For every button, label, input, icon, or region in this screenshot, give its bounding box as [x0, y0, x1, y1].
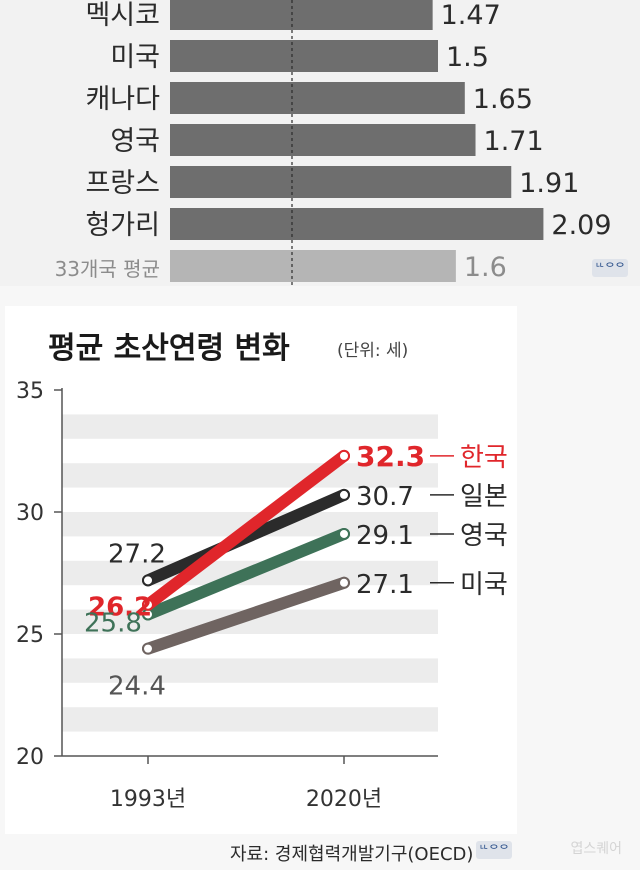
start-value-label: 26.2 [88, 593, 152, 623]
bar-category-label: 33개국 평균 [55, 257, 160, 281]
first-birth-age-chart-panel: 평균 초산연령 변화 (단위: 세) 20 25 30 35 1993년 2020년 2… [0, 286, 640, 870]
grid-stripe [62, 707, 438, 732]
data-point [338, 576, 350, 589]
bar-category-label: 프랑스 [85, 168, 160, 199]
y-tick-label: 20 [16, 745, 44, 770]
series-name-label: 영국 [460, 521, 508, 551]
bar-category-label: 캐나다 [85, 84, 160, 115]
bar-5 [170, 166, 512, 198]
bar-1 [170, 0, 433, 30]
series-line-미국 [142, 576, 350, 655]
chart-unit: (단위: 세) [337, 341, 408, 361]
end-value-label: 32.3 [356, 440, 425, 473]
chart-title: 평균 초산연령 변화 [48, 331, 290, 366]
bar-chart: 멕시코 1.47 미국 1.5 캐나다 1.65 영국 1.71 프랑스 1.91 헝가리 2.09 3… [55, 0, 612, 286]
bar-value-label: 1.5 [446, 42, 489, 73]
series-name-label: 일본 [460, 482, 508, 512]
bar-category-label: 멕시코 [85, 0, 160, 31]
series-line-한국 [142, 449, 350, 611]
data-point [142, 598, 154, 611]
x-tick-label: 2020년 [306, 787, 382, 812]
x-tick-label: 1993년 [110, 787, 186, 812]
data-point [338, 449, 350, 462]
grid-stripe [62, 463, 438, 488]
start-value-label: 27.2 [108, 539, 166, 569]
end-value-label: 29.1 [356, 521, 414, 551]
series-line-영국 [142, 527, 350, 621]
bar-4 [170, 124, 476, 156]
news-logo-icon: ᄔᄋᄋ [476, 841, 512, 859]
data-point [142, 642, 154, 655]
series-name-label: 미국 [460, 570, 508, 600]
series-name-label: 한국 [460, 443, 508, 473]
y-tick-label: 30 [16, 501, 44, 526]
y-tick-label: 35 [16, 379, 44, 404]
grid-stripe [62, 414, 438, 439]
bar-3 [170, 82, 465, 114]
bar-2 [170, 40, 438, 72]
data-point [338, 527, 350, 540]
grid-stripe [62, 658, 438, 683]
bar-value-label: 1.91 [519, 168, 579, 199]
news-logo-icon: ᄔᄋᄋ [592, 259, 628, 277]
bar-value-label: 1.65 [473, 84, 533, 115]
y-tick-label: 25 [16, 623, 44, 648]
bar-category-label: 미국 [110, 42, 160, 73]
watermark: 엽스퀘어 [570, 841, 622, 857]
bar-value-label: 1.71 [484, 126, 544, 157]
bar-category-label: 영국 [110, 126, 160, 157]
data-point [338, 488, 350, 501]
bar-category-label: 헝가리 [85, 210, 160, 241]
bar-value-label: 1.47 [441, 0, 501, 31]
source-note: 자료: 경제협력개발기구(OECD) [230, 844, 473, 865]
bar-value-label: 2.09 [551, 210, 611, 241]
line-chart: 평균 초산연령 변화 (단위: 세) 20 25 30 35 1993년 2020년 2… [5, 306, 517, 865]
data-point [142, 574, 154, 587]
end-value-label: 27.1 [356, 570, 414, 600]
bar-7 [170, 250, 456, 282]
start-value-label: 25.8 [84, 608, 142, 638]
bar-value-label: 1.6 [464, 252, 507, 283]
start-value-label: 24.4 [108, 672, 166, 702]
end-value-label: 30.7 [356, 482, 414, 512]
bar-6 [170, 208, 544, 240]
fertility-bar-chart-panel: 멕시코 1.47 미국 1.5 캐나다 1.65 영국 1.71 프랑스 1.91 헝가리 2.09 3… [0, 0, 640, 286]
